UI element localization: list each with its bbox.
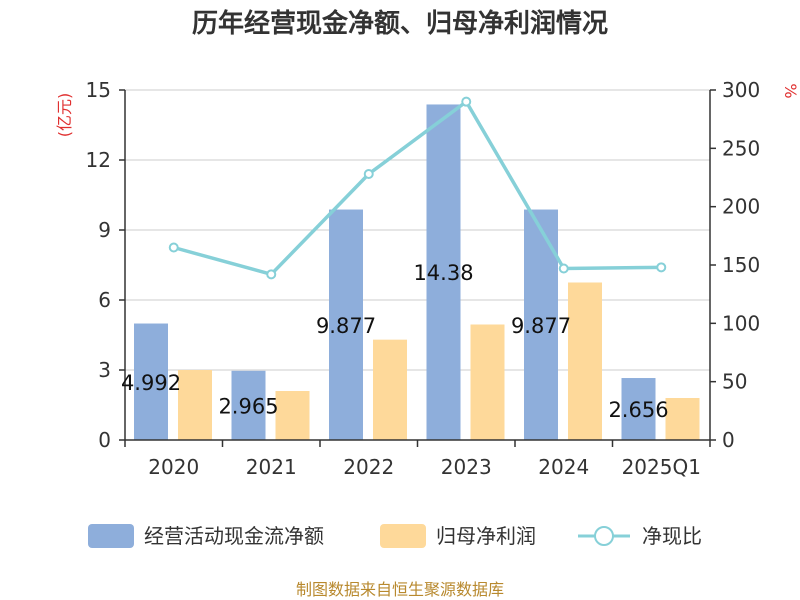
y-left-tick-label: 0 — [98, 428, 111, 452]
ratio-line — [168, 96, 667, 280]
bar-cashflow — [134, 323, 168, 440]
legend-swatch-cashflow — [88, 524, 134, 548]
y-left-tick-label: 12 — [86, 148, 111, 172]
bar-profit — [178, 370, 212, 440]
bar-profit — [373, 339, 407, 440]
legend-label-ratio: 净现比 — [642, 524, 702, 548]
legend-label-cashflow: 经营活动现金流净额 — [144, 524, 324, 548]
bar-cashflow — [231, 370, 266, 440]
data-label: 2.965 — [218, 394, 278, 418]
bar-profit — [665, 398, 700, 440]
legend-label-profit: 归母净利润 — [436, 524, 536, 548]
data-label: 2.656 — [608, 398, 668, 422]
data-label: 14.38 — [413, 261, 473, 285]
ratio-point — [656, 262, 667, 273]
data-label: 9.877 — [316, 314, 376, 338]
y-right-label: % — [781, 83, 800, 98]
x-tick-label: 2020 — [148, 455, 199, 479]
legend: 经营活动现金流净额 归母净利润 净现比 — [88, 524, 702, 548]
bar-profit — [470, 324, 505, 440]
x-tick-label: 2022 — [343, 455, 394, 479]
y-right-tick-label: 100 — [722, 311, 760, 335]
y-left-tick-label: 3 — [98, 358, 111, 382]
bar-cashflow — [621, 378, 656, 440]
bar-profit — [568, 282, 602, 440]
x-tick-label: 2024 — [538, 455, 589, 479]
data-label: 4.992 — [121, 371, 181, 395]
bar-profit — [275, 391, 310, 440]
y-right-tick-label: 150 — [722, 253, 760, 277]
chart-title: 历年经营现金净额、归母净利润情况 — [192, 8, 608, 39]
y-right-tick-label: 300 — [722, 78, 760, 102]
ratio-point — [168, 242, 179, 253]
ratio-point — [461, 96, 472, 107]
axes — [119, 89, 716, 447]
y-left-tick-label: 9 — [98, 218, 111, 242]
bar-cashflow — [426, 104, 461, 440]
legend-swatch-profit — [380, 524, 426, 548]
y-right-tick-label: 50 — [722, 370, 747, 394]
x-tick-label: 2021 — [246, 455, 297, 479]
y-right-tick-label: 200 — [722, 195, 760, 219]
gridlines — [125, 89, 710, 371]
x-tick-label: 2023 — [441, 455, 492, 479]
bars — [134, 104, 700, 440]
bar-cashflow — [329, 209, 363, 440]
ratio-point — [266, 269, 277, 280]
data-labels: 4.992 2.965 9.877 14.38 9.877 2.656 — [121, 261, 669, 422]
ratio-point — [363, 169, 374, 179]
y-left-tick-label: 6 — [98, 288, 111, 312]
y-left-tick-label: 15 — [86, 78, 111, 102]
y-right-tick-label: 250 — [722, 136, 760, 160]
y-right-tick-label: 0 — [722, 428, 735, 452]
ratio-point — [558, 263, 569, 274]
source-note: 制图数据来自恒生聚源数据库 — [296, 580, 504, 599]
ratio-line-path — [173, 99, 662, 277]
x-tick-label: 2025Q1 — [622, 455, 701, 479]
data-label: 9.877 — [511, 314, 571, 338]
y-left-label: (亿元) — [55, 93, 74, 138]
legend-marker-ratio — [594, 526, 614, 546]
